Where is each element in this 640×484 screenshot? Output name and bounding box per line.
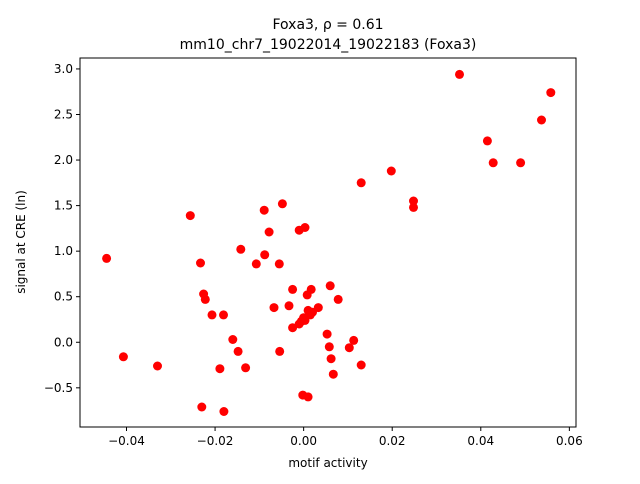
data-point <box>153 361 162 371</box>
data-point <box>288 323 298 333</box>
x-tick-label: 0.00 <box>290 434 317 448</box>
x-axis-label: motif activity <box>288 456 367 470</box>
data-point <box>356 178 366 188</box>
data-point <box>207 310 217 320</box>
data-point <box>233 346 243 356</box>
data-point <box>274 259 284 269</box>
data-point <box>219 407 229 416</box>
data-point <box>344 343 354 353</box>
data-point <box>482 136 492 146</box>
data-point <box>322 329 332 339</box>
data-point <box>537 115 546 125</box>
x-tick-label: −0.02 <box>197 434 234 448</box>
y-tick-label: −0.5 <box>44 381 73 395</box>
data-point <box>303 392 313 402</box>
x-tick-label: 0.06 <box>556 434 583 448</box>
axes-frame <box>79 57 577 428</box>
data-point <box>306 284 316 294</box>
data-point <box>251 259 261 269</box>
data-point <box>328 369 338 379</box>
data-point <box>196 258 205 268</box>
data-point <box>488 158 498 168</box>
data-point <box>455 69 464 79</box>
data-point <box>349 335 359 345</box>
data-point <box>326 354 336 364</box>
y-tick-label: 0.0 <box>54 335 73 349</box>
y-tick-label: 1.5 <box>54 199 73 213</box>
x-tick-label: 0.04 <box>467 434 494 448</box>
data-point <box>241 363 251 373</box>
data-point <box>333 294 343 304</box>
data-point <box>228 335 238 344</box>
data-point <box>102 253 112 263</box>
data-point <box>264 227 274 237</box>
data-point <box>200 294 210 304</box>
data-point <box>215 364 225 374</box>
y-tick-label: 2.0 <box>54 153 73 167</box>
data-point <box>197 402 207 412</box>
data-point <box>324 342 334 352</box>
chart-title-line1: Foxa3, ρ = 0.61 <box>272 17 383 33</box>
data-point <box>288 284 298 294</box>
data-point <box>185 211 195 221</box>
data-point <box>259 205 269 215</box>
data-point <box>325 281 335 291</box>
y-tick-label: 0.5 <box>54 290 73 304</box>
data-point <box>269 303 279 313</box>
chart-title-line2: mm10_chr7_19022014_19022183 (Foxa3) <box>180 37 477 53</box>
x-tick-label: 0.02 <box>379 434 406 448</box>
y-axis-label: signal at CRE (ln) <box>14 190 28 294</box>
data-point <box>275 346 285 356</box>
x-tick-label: −0.04 <box>108 434 145 448</box>
data-point <box>356 360 366 370</box>
data-point <box>516 158 526 168</box>
data-point <box>219 310 228 320</box>
plot-area: −0.04 −0.02 0.00 0.02 0.04 0.06 −0.5 0.0 0.5 1.0 1… <box>44 57 583 448</box>
data-point <box>236 244 246 254</box>
data-point <box>284 301 294 311</box>
y-tick-label: 1.0 <box>54 244 73 258</box>
data-point <box>118 352 128 362</box>
data-point <box>546 88 556 98</box>
data-point <box>386 166 396 176</box>
data-point <box>277 199 287 209</box>
y-tick-label: 3.0 <box>54 62 73 76</box>
data-point <box>300 223 310 232</box>
data-point <box>409 196 418 206</box>
data-point <box>313 303 323 313</box>
data-point <box>409 202 418 212</box>
y-tick-label: 2.5 <box>54 107 73 121</box>
data-point <box>260 250 270 260</box>
